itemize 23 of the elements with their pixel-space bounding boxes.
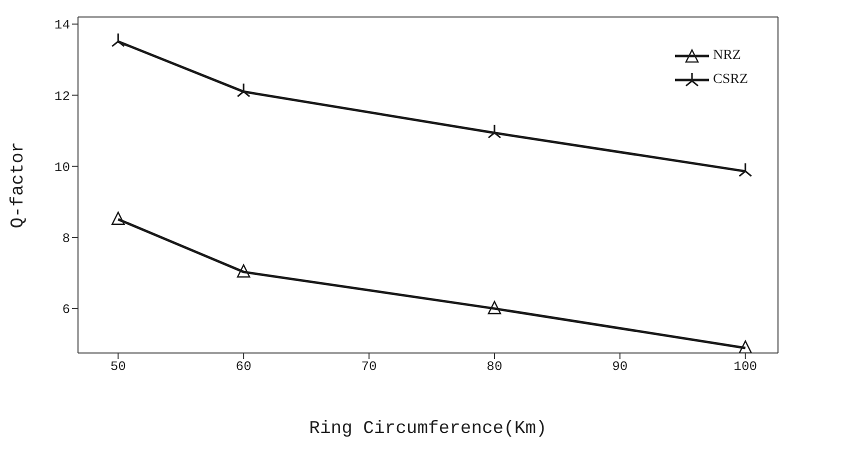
y-axis-title: Q-factor	[8, 142, 28, 228]
y-tick-label: 8	[62, 231, 70, 246]
point	[112, 34, 125, 47]
legend-label: CSRZ	[712, 72, 748, 88]
y-tick-label: 10	[54, 160, 70, 175]
x-tick-label: 80	[486, 359, 502, 374]
point	[488, 124, 501, 138]
x-tick-label: 50	[110, 359, 126, 374]
y-tick-label: 6	[62, 302, 70, 318]
legend-label: NRZ	[712, 48, 741, 64]
point	[488, 300, 502, 314]
x-tick-label: 100	[734, 359, 758, 374]
point	[738, 340, 752, 353]
y-tick-label: 14	[54, 18, 70, 33]
point	[236, 264, 250, 278]
point	[237, 84, 250, 98]
y-tick-label: 12	[54, 88, 70, 104]
point	[111, 212, 125, 225]
x-axis-title: Ring Circumference(Km)	[309, 419, 547, 439]
point	[738, 163, 752, 177]
x-tick-label: 60	[236, 359, 252, 374]
x-tick-label: 90	[612, 359, 628, 374]
x-tick-label: 70	[361, 359, 377, 374]
